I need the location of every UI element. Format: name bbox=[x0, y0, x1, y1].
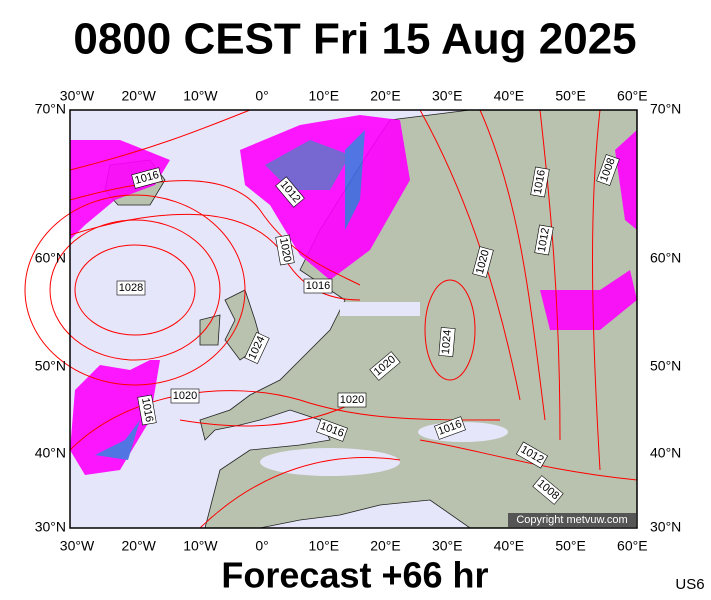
lon-label-top: 40°E bbox=[494, 88, 525, 104]
lon-label-top: 0° bbox=[255, 88, 268, 104]
lat-label-left: 30°N bbox=[35, 519, 66, 535]
isobar-label-text: 1016 bbox=[306, 280, 330, 292]
forecast-label: Forecast +66 hr bbox=[221, 555, 488, 596]
isobar-label-box bbox=[337, 392, 367, 408]
isobar-label: 1024 bbox=[438, 327, 456, 357]
lon-label-bottom: 0° bbox=[255, 538, 268, 554]
isobar-label: 1020 bbox=[337, 392, 367, 408]
lon-label-top: 10°E bbox=[309, 88, 340, 104]
isobar-label: 1016 bbox=[131, 167, 163, 189]
isobar-label: 1016 bbox=[434, 416, 466, 440]
isobar-label-box bbox=[434, 416, 466, 440]
lon-label-bottom: 30°E bbox=[432, 538, 463, 554]
isobar-label-box bbox=[316, 418, 348, 442]
isobar-label-box bbox=[170, 388, 200, 404]
isobar-label-text: 1016 bbox=[139, 397, 155, 423]
lat-label-right: 50°N bbox=[650, 358, 681, 374]
isobar-label-box bbox=[137, 394, 157, 426]
isobar-label-text: 1028 bbox=[119, 282, 143, 294]
lat-label-right: 40°N bbox=[650, 445, 681, 461]
lat-label-right: 30°N bbox=[650, 519, 681, 535]
isobar-labels: 1016 1012 1020 1016 1028 1024 1020 1016 1020 1020… bbox=[116, 154, 620, 505]
title: 0800 CEST Fri 15 Aug 2025 bbox=[73, 15, 636, 64]
isobar-label-box bbox=[303, 278, 333, 294]
lon-label-bottom: 60°E bbox=[617, 538, 648, 554]
axis-labels: 30°W 30°W 20°W 20°W 10°W 10°W 0° 0° 10°E 10°E 20°E… bbox=[35, 88, 682, 554]
isobar-label-text: 1016 bbox=[532, 169, 548, 195]
isobar-label: 1028 bbox=[116, 280, 146, 296]
isobar-label: 1012 bbox=[534, 224, 554, 256]
code-label: US6 bbox=[675, 576, 704, 593]
isobar-label-box bbox=[532, 475, 564, 505]
lon-label-top: 10°W bbox=[183, 88, 218, 104]
lat-label-left: 40°N bbox=[35, 445, 66, 461]
isobar-label: 1016 bbox=[137, 394, 157, 426]
isobar-label-box bbox=[369, 351, 401, 381]
isobar-label: 1020 bbox=[472, 246, 494, 278]
lon-label-bottom: 20°E bbox=[370, 538, 401, 554]
isobar-label-box bbox=[515, 441, 549, 469]
lat-label-left: 60°N bbox=[35, 250, 66, 266]
lat-label-left: 50°N bbox=[35, 358, 66, 374]
lat-label-left: 70°N bbox=[35, 101, 66, 117]
lon-label-bottom: 30°W bbox=[60, 538, 95, 554]
isobar-label: 1016 bbox=[316, 418, 348, 442]
isobar-label-text: 1020 bbox=[340, 394, 364, 406]
isobar-label: 1016 bbox=[303, 278, 333, 294]
isobar-label: 1020 bbox=[170, 388, 200, 404]
isobar-label-text: 1020 bbox=[173, 390, 197, 402]
lon-label-bottom: 50°E bbox=[555, 538, 586, 554]
lon-label-bottom: 40°E bbox=[494, 538, 525, 554]
copyright-box bbox=[508, 513, 636, 527]
isobar-label-box bbox=[596, 154, 620, 186]
lon-label-bottom: 10°E bbox=[309, 538, 340, 554]
lon-label-bottom: 20°W bbox=[122, 538, 157, 554]
isobar-label-box bbox=[244, 331, 270, 365]
isobar-label-box bbox=[472, 246, 494, 278]
isobar-label: 1008 bbox=[596, 154, 620, 186]
lon-label-top: 30°E bbox=[432, 88, 463, 104]
copyright: Copyright metvuw.com bbox=[516, 514, 627, 526]
lon-label-top: 20°W bbox=[122, 88, 157, 104]
lon-label-top: 30°W bbox=[60, 88, 95, 104]
isobar-label-box bbox=[275, 234, 295, 266]
lon-label-bottom: 10°W bbox=[183, 538, 218, 554]
isobar-label-box bbox=[275, 176, 305, 208]
lon-label-top: 50°E bbox=[555, 88, 586, 104]
isobar-label-box bbox=[116, 280, 146, 296]
isobar-label-text: 1012 bbox=[536, 227, 552, 253]
isobar-label: 1020 bbox=[275, 234, 295, 266]
isobar-label-box bbox=[530, 166, 550, 198]
isobar-label: 1016 bbox=[530, 166, 550, 198]
isobar-label-text: 1024 bbox=[440, 329, 454, 354]
isobar-label-box bbox=[131, 167, 163, 189]
isobar-label-box bbox=[534, 224, 554, 256]
lon-label-top: 60°E bbox=[617, 88, 648, 104]
lon-label-top: 20°E bbox=[370, 88, 401, 104]
lat-label-right: 70°N bbox=[650, 101, 681, 117]
isobar-label-text: 1020 bbox=[277, 237, 293, 263]
isobar-label-box bbox=[438, 327, 456, 357]
lat-label-right: 60°N bbox=[650, 250, 681, 266]
